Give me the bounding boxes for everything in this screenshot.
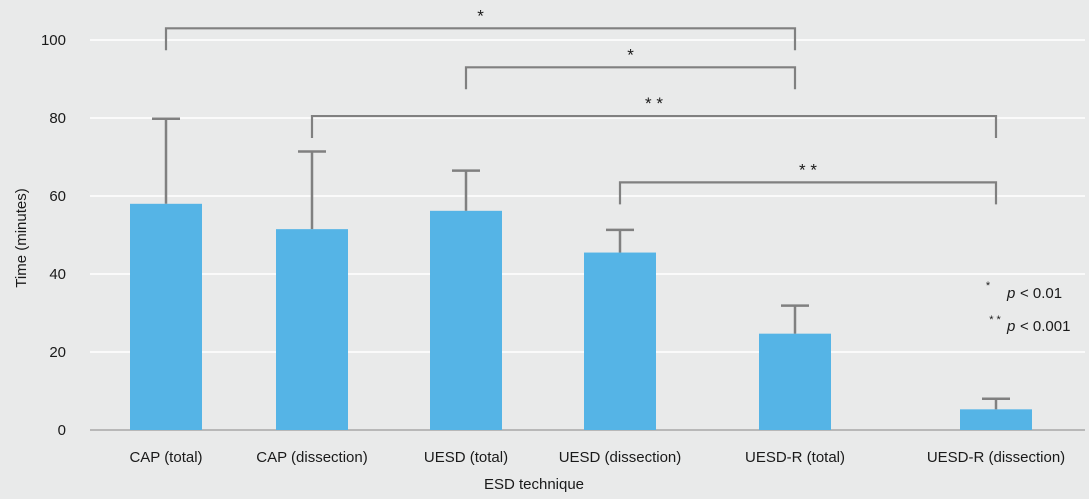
y-tick-label: 100 [41, 32, 66, 49]
x-category-label: CAP (total) [129, 449, 202, 466]
significance-label: * * [645, 94, 663, 113]
x-category-labels: CAP (total) CAP (dissection) UESD (total) U… [129, 449, 1065, 466]
y-tick-labels: 0 20 40 60 80 100 [41, 32, 66, 439]
legend-threshold: < 0.001 [1020, 318, 1070, 335]
bars [130, 203, 1032, 430]
x-category-label: UESD-R (total) [745, 449, 845, 466]
x-axis-title: ESD technique [484, 476, 584, 493]
y-tick-label: 80 [49, 110, 66, 127]
y-tick-label: 0 [58, 422, 66, 439]
x-category-label: UESD-R (dissection) [927, 449, 1065, 466]
significance-brackets: * * * * * * [164, 6, 998, 205]
significance-label: * * [799, 160, 817, 179]
bar [759, 333, 831, 430]
y-tick-label: 20 [49, 344, 66, 361]
significance-bracket [618, 181, 998, 205]
legend-stars: * [986, 280, 991, 292]
bar [130, 203, 202, 430]
significance-bracket [464, 66, 797, 90]
significance-bracket [310, 114, 998, 139]
bar [584, 252, 656, 430]
bar [430, 210, 502, 430]
y-axis-title: Time (minutes) [13, 188, 30, 287]
y-tick-label: 40 [49, 266, 66, 283]
y-tick-label: 60 [49, 188, 66, 205]
legend: * p < 0.01 * * p < 0.001 [986, 280, 1071, 335]
legend-p-symbol: p [1006, 285, 1015, 302]
legend-stars: * * [989, 314, 1001, 326]
legend-item: * p < 0.01 [986, 280, 1062, 302]
legend-item: * * p < 0.001 [989, 314, 1070, 335]
legend-p-symbol: p [1006, 318, 1015, 335]
significance-label: * [627, 45, 634, 64]
significance-label: * [477, 6, 484, 25]
significance-bracket [164, 27, 797, 51]
x-category-label: UESD (dissection) [559, 449, 682, 466]
legend-threshold: < 0.01 [1020, 285, 1062, 302]
x-category-label: CAP (dissection) [256, 449, 367, 466]
bar [276, 229, 348, 430]
bar [960, 409, 1032, 430]
x-category-label: UESD (total) [424, 449, 508, 466]
error-bars [152, 117, 1010, 410]
